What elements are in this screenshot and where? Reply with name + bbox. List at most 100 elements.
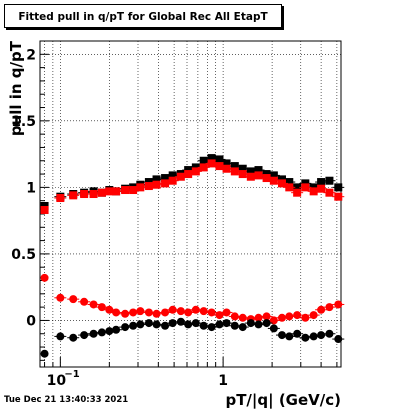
data-point xyxy=(285,332,294,341)
data-point xyxy=(277,313,286,322)
data-point xyxy=(334,183,343,192)
data-point xyxy=(69,333,78,342)
data-point xyxy=(199,307,208,316)
data-point xyxy=(69,191,78,200)
data-point xyxy=(215,162,224,171)
data-point xyxy=(325,188,334,197)
data-point xyxy=(238,323,247,332)
data-point xyxy=(168,305,177,314)
y-tick-label: 1.5 xyxy=(11,114,36,130)
data-point xyxy=(238,164,247,173)
data-point xyxy=(262,312,271,321)
data-point xyxy=(97,303,106,312)
data-point xyxy=(199,156,208,165)
data-point xyxy=(325,329,334,338)
data-point xyxy=(215,311,224,320)
data-point xyxy=(285,178,294,187)
data-point xyxy=(144,319,153,328)
data-point xyxy=(168,176,177,185)
y-axis-title: pull in q/pT xyxy=(7,40,25,136)
data-point xyxy=(238,313,247,322)
data-point xyxy=(176,317,185,326)
data-point xyxy=(97,328,106,337)
data-point xyxy=(199,321,208,330)
data-point xyxy=(112,325,121,334)
y-tick-label: 2 xyxy=(26,47,36,63)
data-point xyxy=(230,312,239,321)
data-point xyxy=(325,176,334,185)
data-point xyxy=(293,329,302,338)
data-point xyxy=(97,188,106,197)
data-point xyxy=(105,327,114,336)
axis-tick-labels: 0 0.5 1 1.5 2 10−1 1 xyxy=(11,47,228,389)
data-point xyxy=(254,171,263,180)
data-point xyxy=(238,170,247,179)
data-point xyxy=(121,186,130,195)
data-point xyxy=(112,308,121,317)
data-point xyxy=(230,167,239,176)
data-point xyxy=(293,183,302,192)
data-point xyxy=(56,293,65,302)
data-point xyxy=(56,194,65,203)
data-points xyxy=(40,154,345,358)
x-tick-label-exponent: −1 xyxy=(64,369,79,380)
data-point xyxy=(207,159,216,168)
data-point xyxy=(293,188,302,197)
data-point xyxy=(191,305,200,314)
data-point xyxy=(230,162,239,171)
data-point xyxy=(129,308,138,317)
data-point xyxy=(246,319,255,328)
data-point xyxy=(215,155,224,164)
data-point xyxy=(222,159,231,168)
y-tick-label: 0.5 xyxy=(11,247,36,263)
y-tick-label: 1 xyxy=(26,180,36,196)
data-point xyxy=(269,324,278,333)
data-point xyxy=(121,309,130,318)
data-point xyxy=(246,172,255,181)
data-point xyxy=(325,303,334,312)
data-point xyxy=(184,308,193,317)
data-point xyxy=(129,186,138,195)
data-point xyxy=(222,308,231,317)
data-point xyxy=(80,190,89,199)
series-0 xyxy=(40,154,345,210)
data-point xyxy=(69,295,78,304)
data-point xyxy=(191,319,200,328)
data-point xyxy=(207,308,216,317)
data-point xyxy=(309,332,318,341)
data-point xyxy=(269,316,278,325)
data-point xyxy=(301,333,310,342)
data-point xyxy=(269,171,278,180)
data-point xyxy=(317,178,326,187)
data-point xyxy=(152,320,161,329)
data-point xyxy=(317,331,326,340)
data-point xyxy=(207,323,216,332)
data-point xyxy=(309,311,318,320)
data-point xyxy=(293,311,302,320)
data-point xyxy=(168,171,177,180)
plot-frame xyxy=(39,40,342,368)
x-tick-label: 1 xyxy=(218,373,228,389)
data-point xyxy=(230,321,239,330)
data-point xyxy=(277,331,286,340)
data-point xyxy=(254,313,263,322)
data-point xyxy=(254,320,263,329)
data-point xyxy=(309,187,318,196)
data-point xyxy=(262,174,271,183)
timestamp: Tue Dec 21 13:40:33 2021 xyxy=(4,395,129,405)
x-axis-title: pT/|q| (GeV/c) xyxy=(225,391,341,409)
chart-title: Fitted pull in q/pT for Global Rec All E… xyxy=(4,4,282,28)
data-point xyxy=(168,319,177,328)
data-point xyxy=(80,331,89,340)
data-point xyxy=(184,170,193,179)
data-point xyxy=(129,321,138,330)
data-point xyxy=(334,300,343,309)
data-point xyxy=(152,175,161,184)
data-point xyxy=(207,154,216,163)
data-point xyxy=(176,307,185,316)
data-point xyxy=(176,172,185,181)
data-point xyxy=(112,187,121,196)
data-point xyxy=(136,307,145,316)
data-point xyxy=(136,183,145,192)
